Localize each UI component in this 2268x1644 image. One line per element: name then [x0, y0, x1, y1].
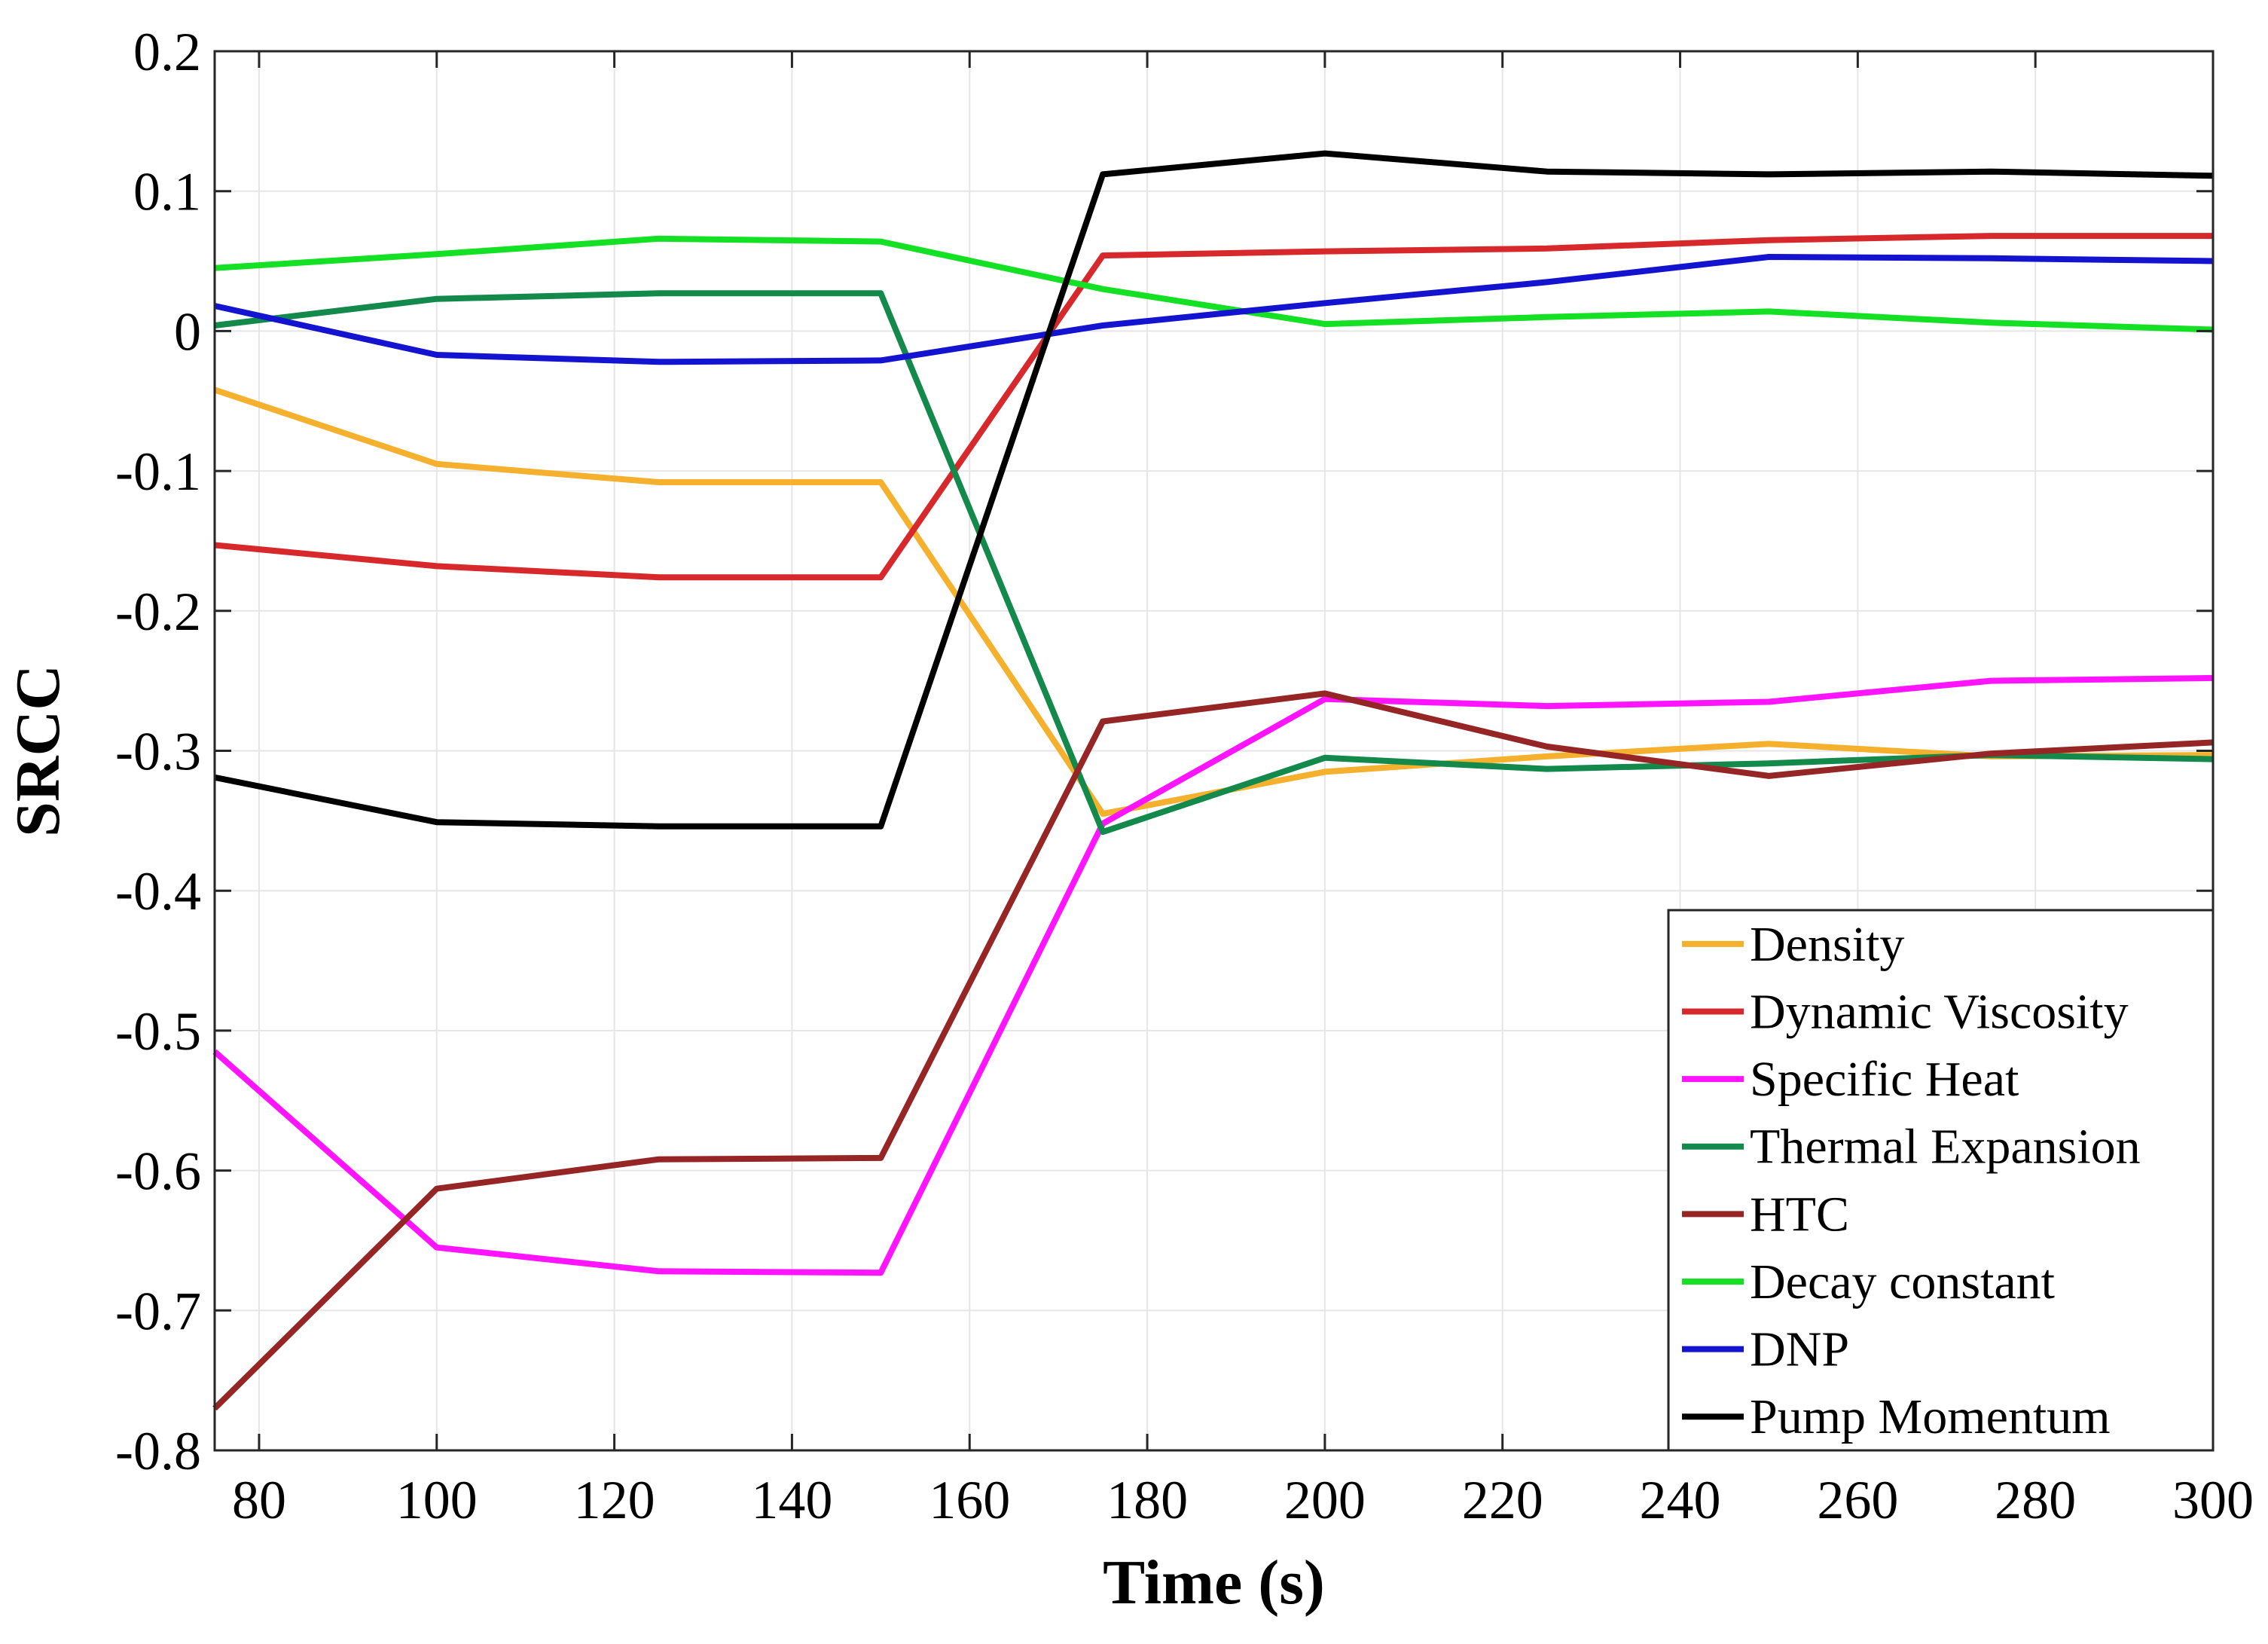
legend-box — [1667, 909, 2215, 1452]
x-tick-label: 220 — [1462, 1470, 1543, 1530]
x-tick-label: 180 — [1107, 1470, 1188, 1530]
series-line-htc — [212, 690, 2214, 1411]
legend-label: Pump Momentum — [1750, 1389, 2111, 1444]
y-tick-label: 0 — [174, 301, 201, 362]
series-line-dnp — [214, 254, 2214, 365]
y-tick-label: 0.1 — [133, 162, 201, 222]
x-tick-label: 160 — [929, 1470, 1010, 1530]
x-axis-title: Time (s) — [1103, 1548, 1325, 1618]
x-tick-label: 260 — [1817, 1470, 1898, 1530]
x-tick-label: 120 — [574, 1470, 655, 1530]
y-tick-label: -0.1 — [115, 442, 201, 502]
y-tick-label: -0.4 — [115, 861, 201, 921]
series-line-thermal-expansion — [214, 290, 2214, 836]
legend: Density Dynamic Viscosity Specific Heat The… — [1667, 909, 2215, 1452]
legend-label: Decay constant — [1750, 1254, 2055, 1309]
x-tick-label: 140 — [751, 1470, 832, 1530]
axis-ticks: 80 100 120 140 160 180 200 220 240 260 280 300 0.2 0.… — [115, 22, 2254, 1530]
legend-label: Dynamic Viscosity — [1750, 984, 2129, 1039]
legend-label: Specific Heat — [1750, 1052, 2019, 1107]
x-tick-label: 240 — [1640, 1470, 1721, 1530]
legend-label: HTC — [1750, 1187, 1849, 1242]
y-tick-label: 0.2 — [133, 22, 201, 82]
x-tick-label: 80 — [232, 1470, 286, 1530]
series-lines — [212, 150, 2214, 1411]
y-tick-label: -0.2 — [115, 582, 201, 642]
x-tick-label: 200 — [1284, 1470, 1366, 1530]
y-tick-label: -0.5 — [115, 1001, 201, 1062]
legend-label: Density — [1750, 917, 1904, 972]
x-tick-label: 100 — [396, 1470, 478, 1530]
y-tick-label: -0.3 — [115, 722, 201, 782]
legend-label: DNP — [1750, 1322, 1849, 1377]
y-tick-label: -0.8 — [115, 1421, 201, 1481]
y-tick-label: -0.6 — [115, 1141, 201, 1202]
y-axis-title: SRCC — [3, 665, 73, 837]
series-line-pump-momentum — [214, 150, 2214, 830]
series-line-specific-heat — [212, 674, 2214, 1276]
series-line-decay-constant — [214, 235, 2214, 333]
series-line-dynamic-viscosity — [214, 233, 2213, 581]
y-tick-label: -0.7 — [115, 1281, 201, 1341]
x-tick-label: 300 — [2172, 1470, 2254, 1530]
legend-label: Thermal Expansion — [1750, 1120, 2141, 1175]
x-tick-label: 280 — [1995, 1470, 2076, 1530]
